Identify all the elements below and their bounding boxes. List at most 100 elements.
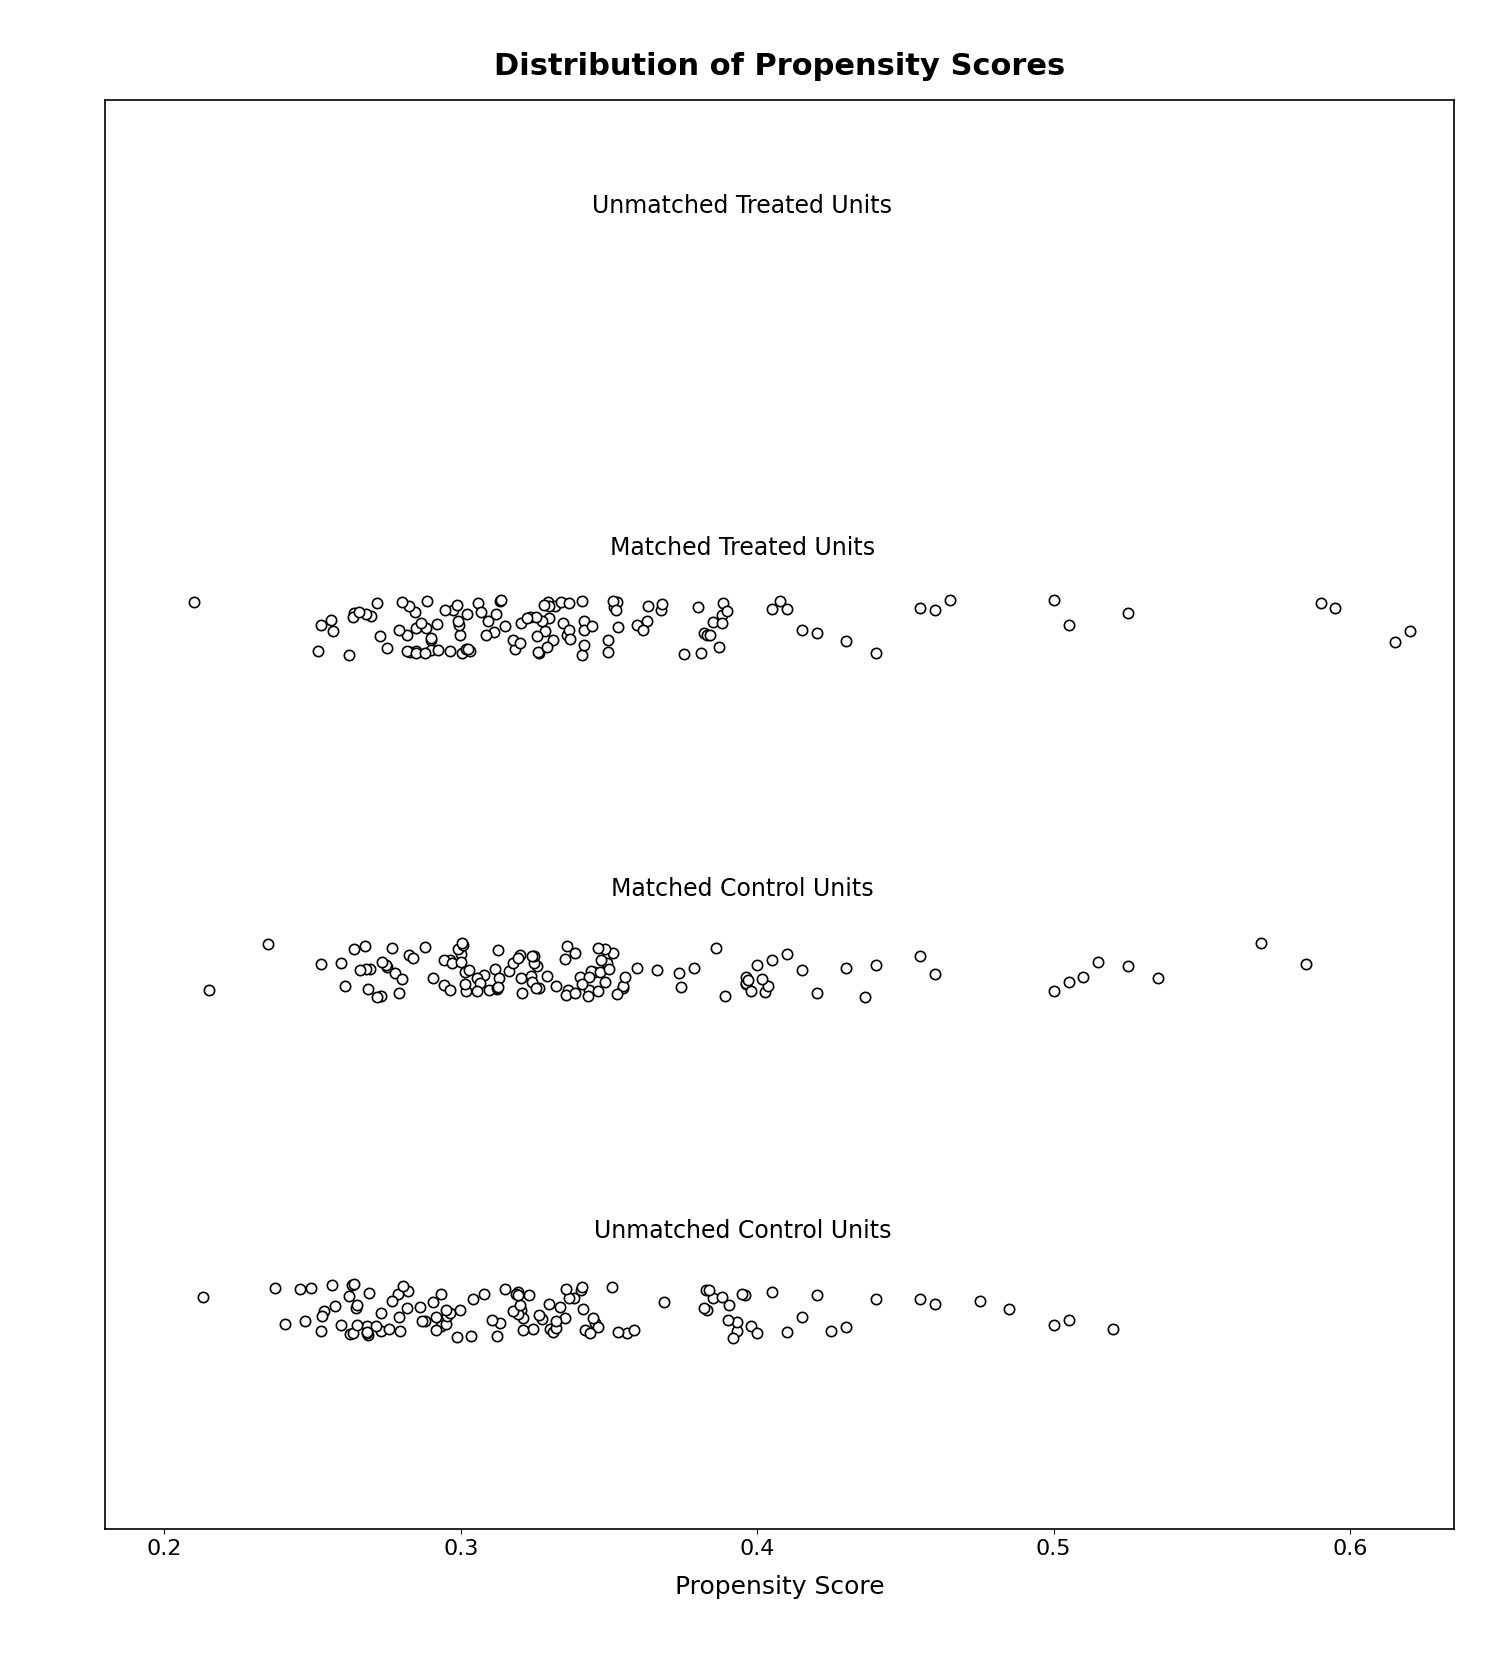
Point — [508, 630, 532, 656]
Point — [510, 981, 534, 1007]
Point — [555, 1276, 579, 1303]
Point — [511, 1316, 535, 1343]
Point — [433, 1296, 457, 1323]
Point — [337, 1321, 361, 1348]
Point — [711, 602, 735, 628]
Point — [1042, 977, 1066, 1004]
Point — [451, 931, 475, 957]
Point — [321, 618, 345, 645]
Point — [571, 971, 595, 997]
Point — [457, 957, 481, 984]
Point — [1057, 969, 1081, 996]
Point — [355, 1313, 379, 1340]
Point — [528, 640, 552, 666]
Point — [752, 979, 776, 1006]
Point — [571, 1296, 595, 1323]
Point — [571, 607, 595, 633]
Point — [469, 598, 493, 625]
Point — [555, 622, 579, 648]
Point — [448, 941, 472, 967]
Point — [432, 947, 456, 974]
Point — [606, 981, 630, 1007]
Point — [693, 620, 717, 647]
Point — [462, 1285, 486, 1311]
Point — [319, 607, 343, 633]
Point — [505, 1280, 529, 1306]
Point — [739, 977, 763, 1004]
Point — [790, 1305, 814, 1331]
Point — [387, 1303, 411, 1330]
Point — [520, 942, 544, 969]
Point — [447, 936, 471, 962]
Point — [528, 976, 552, 1002]
Point — [456, 602, 480, 628]
Point — [526, 1301, 550, 1328]
Point — [412, 934, 436, 961]
Point — [396, 1278, 420, 1305]
Point — [645, 956, 669, 982]
Point — [408, 1293, 432, 1320]
Point — [541, 627, 565, 653]
Point — [631, 617, 655, 643]
Point — [525, 603, 549, 630]
Point — [388, 1318, 412, 1345]
Text: Unmatched Treated Units: Unmatched Treated Units — [592, 194, 892, 218]
Point — [454, 977, 478, 1004]
Point — [550, 610, 574, 637]
Point — [570, 1276, 594, 1303]
Point — [553, 1305, 577, 1331]
Point — [438, 638, 462, 665]
Point — [489, 1310, 513, 1336]
Point — [348, 598, 372, 625]
Point — [699, 622, 723, 648]
Point — [510, 1296, 534, 1323]
Point — [345, 1291, 369, 1318]
Point — [403, 598, 427, 625]
Point — [330, 949, 354, 976]
Point — [435, 1303, 459, 1330]
Point — [589, 947, 613, 974]
Point — [586, 934, 610, 961]
Point — [588, 959, 612, 986]
Point — [529, 608, 553, 635]
Point — [472, 962, 496, 989]
Point — [429, 1281, 453, 1308]
Point — [447, 608, 471, 635]
Point — [582, 1305, 606, 1331]
Point — [652, 1290, 676, 1316]
Point — [538, 1316, 562, 1343]
Point — [715, 1306, 739, 1333]
Point — [1145, 964, 1169, 991]
Point — [445, 1323, 469, 1350]
Point — [535, 633, 559, 660]
Point — [580, 613, 604, 640]
Point — [805, 1281, 829, 1308]
Point — [312, 1298, 336, 1325]
Point — [391, 1271, 415, 1298]
Point — [450, 640, 474, 666]
Point — [606, 613, 630, 640]
Point — [448, 1296, 472, 1323]
Point — [583, 1310, 607, 1336]
Point — [863, 952, 887, 979]
Point — [447, 612, 471, 638]
Point — [507, 1281, 531, 1308]
Point — [438, 1300, 462, 1326]
X-axis label: Propensity Score: Propensity Score — [675, 1576, 884, 1599]
Point — [450, 949, 474, 976]
Point — [342, 936, 366, 962]
Point — [556, 977, 580, 1004]
Point — [1087, 949, 1111, 976]
Point — [397, 593, 421, 620]
Point — [736, 966, 760, 992]
Point — [273, 1310, 297, 1336]
Point — [755, 972, 779, 999]
Text: Matched Control Units: Matched Control Units — [612, 878, 874, 901]
Point — [537, 593, 561, 620]
Point — [505, 1280, 529, 1306]
Point — [502, 637, 526, 663]
Point — [409, 610, 433, 637]
Point — [453, 971, 477, 997]
Point — [375, 635, 399, 661]
Title: Distribution of Propensity Scores: Distribution of Propensity Scores — [493, 52, 1066, 81]
